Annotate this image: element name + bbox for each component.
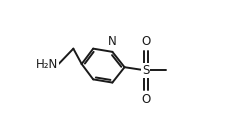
Text: O: O	[141, 93, 150, 106]
Text: H₂N: H₂N	[36, 57, 59, 71]
Text: O: O	[141, 35, 150, 48]
Text: N: N	[108, 35, 117, 48]
Text: S: S	[142, 64, 149, 77]
